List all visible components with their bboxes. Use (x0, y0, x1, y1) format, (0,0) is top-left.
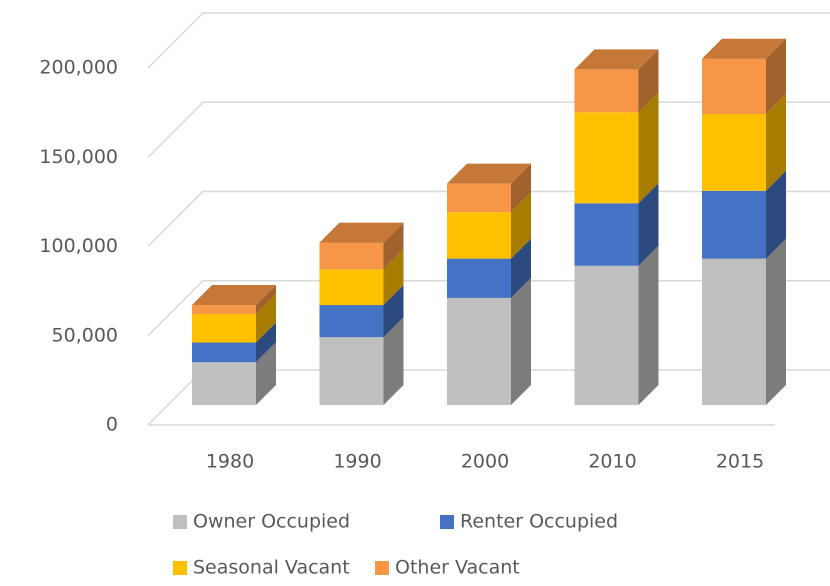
legend-label: Renter Occupied (460, 511, 618, 533)
bar-side (638, 245, 659, 405)
bar-side (766, 38, 786, 115)
y-tick-label: 100,000 (39, 235, 118, 257)
bar-side (638, 49, 659, 113)
bar-side (256, 342, 276, 405)
legend-label: Other Vacant (395, 557, 520, 579)
bar-segment (702, 114, 766, 191)
y-tick-label: 200,000 (39, 57, 118, 79)
bar-segment (319, 305, 384, 338)
bar-side (256, 285, 276, 314)
bar-segment (702, 258, 766, 405)
bar-segment (574, 265, 639, 405)
bar-segment (447, 297, 511, 405)
bar-side (766, 94, 786, 191)
bar-side (256, 293, 276, 343)
bar-top (574, 49, 659, 70)
bar-side (383, 317, 404, 405)
bar-segment (574, 203, 639, 266)
bar-side (256, 322, 276, 363)
bar-segment (192, 362, 256, 405)
bar-segment (192, 342, 256, 363)
bar-side (383, 222, 404, 270)
bar-segment (192, 313, 256, 343)
legend-swatch (440, 515, 454, 529)
y-tick-label: 50,000 (52, 324, 118, 346)
bar-side (511, 192, 531, 259)
bar-segment (574, 112, 639, 204)
bar-segment (574, 69, 639, 113)
legend-swatch (375, 561, 389, 575)
y-tick-label: 150,000 (39, 146, 118, 168)
bar-segment (447, 258, 511, 298)
bar-side (766, 170, 786, 259)
bar-side (638, 92, 659, 204)
bar-side (511, 238, 531, 298)
x-tick-label: 2010 (588, 451, 636, 473)
bar-segment (702, 190, 766, 259)
bar-segment (447, 212, 511, 259)
bar-top (192, 285, 276, 306)
x-tick-label: 2000 (461, 451, 509, 473)
x-tick-label: 1990 (333, 451, 381, 473)
legend-swatch (173, 515, 187, 529)
grid-line (147, 12, 830, 69)
bar-side (511, 277, 531, 405)
bar-side (383, 249, 404, 306)
legend-swatch (173, 561, 187, 575)
bar-segment (319, 242, 384, 270)
bar-side (383, 285, 404, 338)
bar-top (447, 163, 531, 184)
x-tick-label: 1980 (206, 451, 254, 473)
bar-segment (702, 58, 766, 115)
bar-segment (319, 269, 384, 306)
bar-segment (319, 337, 384, 405)
bar-side (511, 163, 531, 213)
bar-segment (192, 305, 256, 314)
y-tick-label: 0 (106, 414, 118, 436)
bar-segment (447, 183, 511, 213)
legend-label: Seasonal Vacant (193, 557, 350, 579)
legend-label: Owner Occupied (193, 511, 350, 533)
bar-top (319, 222, 404, 243)
x-tick-label: 2015 (716, 451, 764, 473)
bar-side (638, 183, 659, 266)
bar-top (702, 38, 786, 59)
bar-side (766, 238, 786, 405)
